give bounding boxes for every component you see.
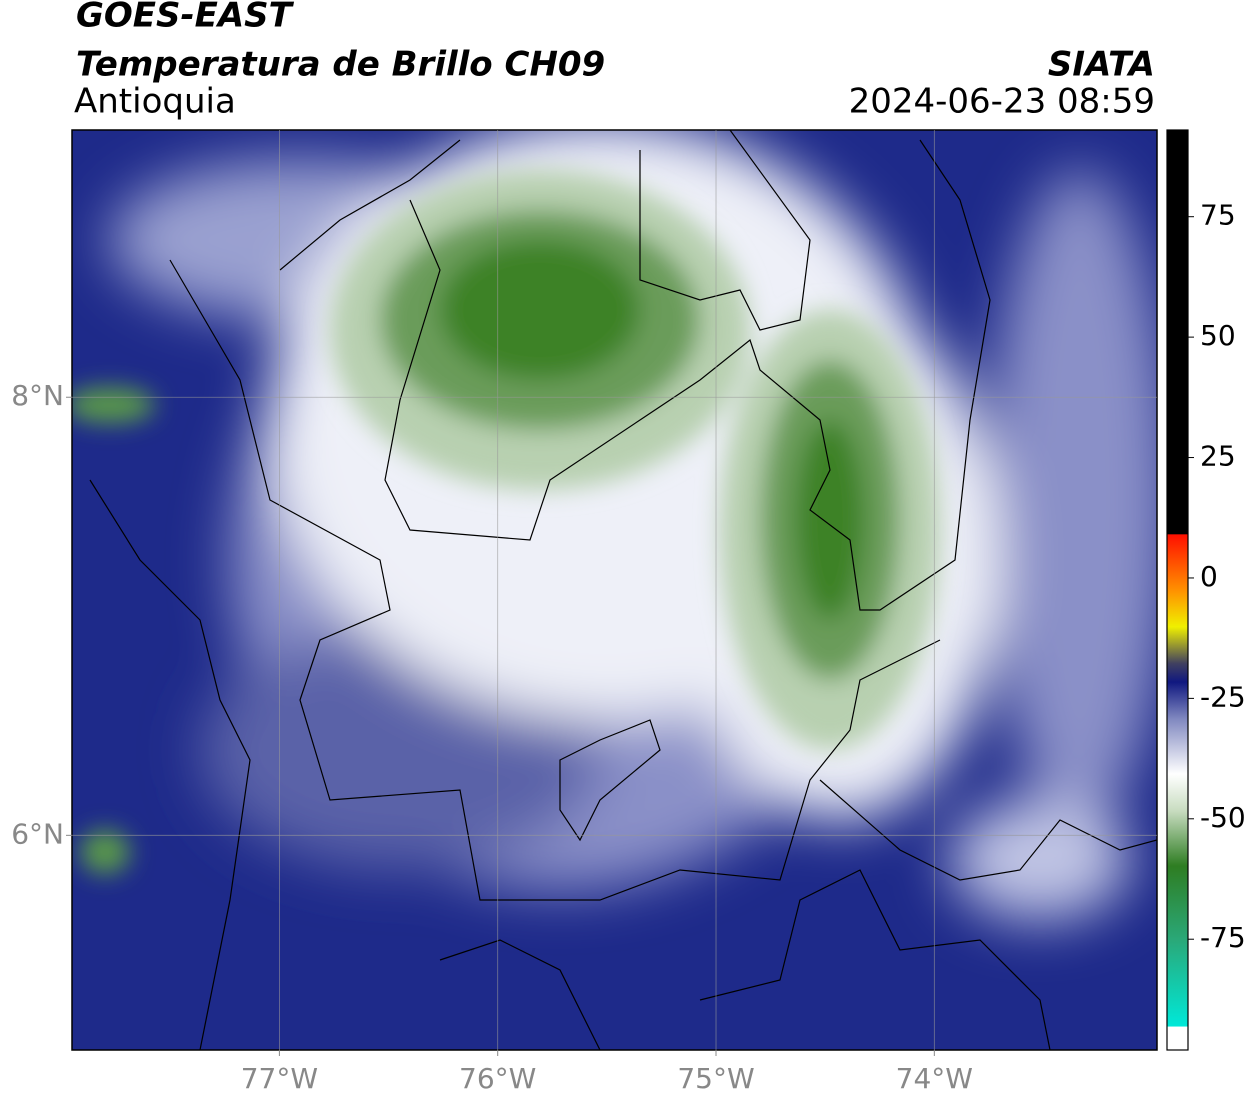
subtitle: Temperatura de Brillo CH09 — [76, 45, 605, 85]
satellite-image — [72, 130, 1157, 1050]
colorbar-tick-label: 25 — [1200, 440, 1236, 473]
datetime: 2024-06-23 08:59 — [849, 82, 1155, 122]
x-tick-label: 76°W — [459, 1062, 536, 1095]
colorbar-tick-label: -50 — [1200, 801, 1246, 834]
colorbar-tick-label: 50 — [1200, 319, 1236, 352]
colorbar-tick-label: 75 — [1200, 199, 1236, 232]
colorbar — [1166, 129, 1189, 1051]
region: Antioquia — [74, 82, 236, 122]
x-tick-label: 74°W — [896, 1062, 973, 1095]
map-frame — [71, 129, 1158, 1051]
x-tick-label: 75°W — [677, 1062, 754, 1095]
colorbar-tick-label: 0 — [1200, 560, 1218, 593]
y-tick-label: 6°N — [11, 817, 64, 850]
colorbar-tick-label: -25 — [1200, 680, 1246, 713]
x-tick-label: 77°W — [241, 1062, 318, 1095]
title: GOES-EAST — [76, 0, 295, 36]
y-tick-label: 8°N — [11, 379, 64, 412]
source: SIATA — [1048, 45, 1155, 85]
colorbar-tick-label: -75 — [1200, 921, 1246, 954]
